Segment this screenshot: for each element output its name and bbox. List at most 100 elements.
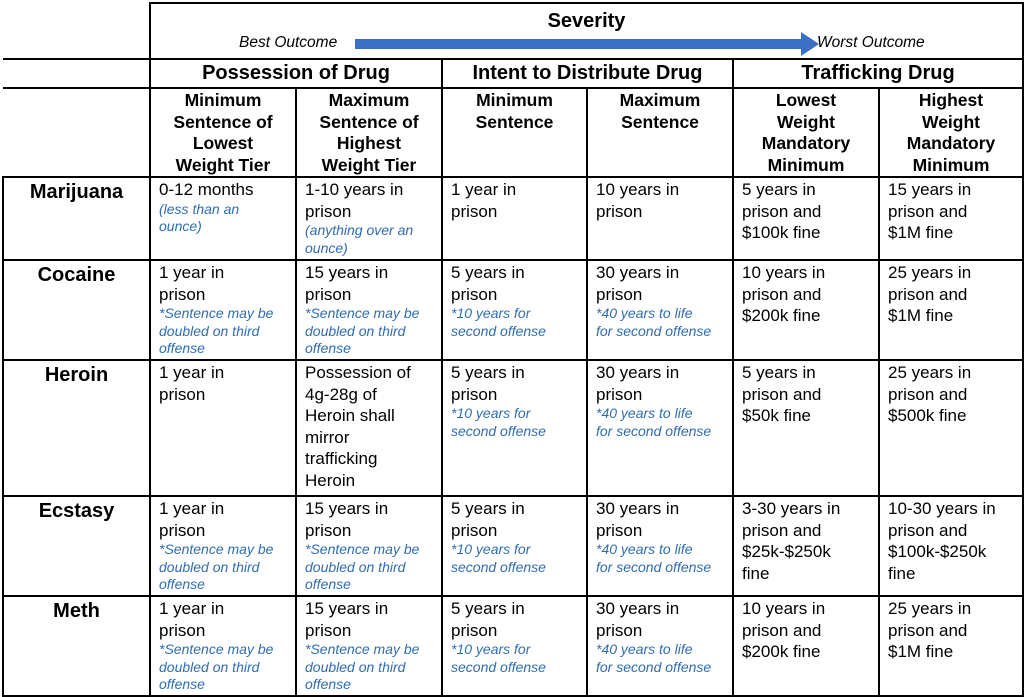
sentence-line: 15 years in	[305, 599, 389, 618]
sentence-line: prison and	[742, 520, 822, 540]
sentence-line: fine	[742, 563, 770, 583]
subheader-line: Minimum	[184, 90, 262, 110]
subheader-line: Weight Tier	[175, 154, 271, 175]
note-line: second offense	[451, 422, 546, 439]
sentence-line: prison	[596, 620, 643, 640]
sentence-line: 1 year in	[159, 599, 225, 618]
sentence-line: 5 years in	[742, 363, 816, 382]
severity-title: Severity	[547, 10, 626, 32]
note-line: *Sentence may be	[159, 305, 274, 321]
sentence-line: prison	[159, 620, 206, 640]
sentence-cell: 1 year in prison *Sentence may be doubled o…	[149, 495, 297, 597]
blank-corner-2	[3, 59, 151, 89]
sentence-note: *10 years for second offense	[451, 305, 582, 340]
sentence-line: $500k fine	[888, 406, 967, 425]
sentence-line: prison	[159, 384, 206, 404]
note-line: second offense	[451, 322, 546, 339]
worst-outcome-label: Worst Outcome	[817, 34, 925, 51]
sentence-note: *10 years for second offense	[451, 541, 582, 576]
severity-header: Severity Best Outcome Worst Outcome	[148, 2, 1024, 60]
sentence-line: 5 years in	[451, 599, 525, 618]
note-line: *10 years for	[451, 305, 531, 321]
sentence-line: $1M fine	[888, 306, 954, 325]
sentence-line: fine	[888, 563, 916, 583]
sentence-line: prison	[451, 620, 498, 640]
sentence-line: 25 years in	[888, 263, 972, 282]
note-line: *Sentence may be	[159, 541, 274, 557]
drug-name: Ecstasy	[2, 495, 151, 597]
category-row: Possession of Drug Intent to Distribute …	[3, 58, 1024, 89]
sentence-line: 15 years in	[305, 499, 389, 518]
note-line: *10 years for	[451, 641, 531, 657]
sentence-line: Heroin shall	[305, 406, 395, 425]
note-line: doubled on third	[305, 658, 406, 675]
sentence-line: 25 years in	[888, 599, 972, 618]
sentence-cell: 25 years in prison and $1M fine	[877, 595, 1024, 697]
subheader-possession-minimum: Minimum Sentence of Lowest Weight Tier	[149, 87, 297, 178]
note-line: *Sentence may be	[305, 641, 420, 657]
sentence-line: prison	[305, 201, 352, 221]
subheader-line: Highest	[918, 90, 984, 110]
sentence-line: prison and	[742, 201, 822, 221]
sentence-line: prison and	[888, 201, 968, 221]
sentence-line: 30 years in	[596, 499, 680, 518]
sentence-line: $100k fine	[742, 223, 821, 242]
sentence-line: prison and	[742, 284, 822, 304]
drug-name: Cocaine	[2, 259, 151, 361]
sentence-note: *40 years to life for second offense	[596, 541, 728, 576]
sentence-cell: 1-10 years in prison (anything over an ounc…	[295, 176, 443, 261]
table-row: Ecstasy 1 year in prison *Sentence may be do…	[2, 495, 1024, 597]
note-line: *10 years for	[451, 541, 531, 557]
sentence-line: $1M fine	[888, 223, 954, 242]
subheader-line: Weight	[922, 111, 981, 132]
category-trafficking: Trafficking Drug	[731, 58, 1024, 89]
note-line: second offense	[451, 658, 546, 675]
sentence-line: prison and	[888, 384, 968, 404]
subheader-possession-maximum: Maximum Sentence of Highest Weight Tier	[295, 87, 443, 178]
note-line: offense	[305, 340, 351, 356]
sentence-line: 0-12 months	[159, 180, 254, 199]
subheader-line: Highest	[336, 133, 402, 153]
sentence-cell: 10 years in prison and $200k fine	[732, 259, 880, 361]
sentence-line: 1 year in	[451, 180, 517, 199]
subheader-line: Sentence	[475, 111, 554, 132]
blank-corner	[3, 3, 151, 60]
sentence-cell: 30 years in prison *40 years to life for se…	[586, 595, 734, 697]
note-line: doubled on third	[159, 658, 260, 675]
subheader-line: Maximum	[619, 90, 701, 110]
sentence-cell: 15 years in prison *Sentence may be doubled…	[295, 495, 443, 597]
sentence-line: prison	[159, 284, 206, 304]
sentence-line: 1-10 years in	[305, 180, 404, 199]
subheader-line: Minimum	[476, 90, 553, 110]
sentence-cell: 30 years in prison *40 years to life for se…	[586, 359, 734, 497]
note-line: *40 years to life	[596, 305, 693, 321]
sentence-cell: 10 years in prison	[586, 176, 734, 261]
sentence-line: 10 years in	[742, 599, 826, 618]
blank-corner-3	[3, 88, 151, 178]
note-line: *10 years for	[451, 405, 531, 421]
sentence-cell: 30 years in prison *40 years to life for se…	[586, 259, 734, 361]
sentence-cell: 25 years in prison and $500k fine	[877, 359, 1024, 497]
subheader-trafficking-highest: Highest Weight Mandatory Minimum	[877, 87, 1024, 178]
sentence-line: $50k fine	[742, 406, 811, 425]
drug-name: Meth	[2, 595, 151, 697]
category-intent-to-distribute: Intent to Distribute Drug	[441, 58, 734, 89]
sentence-line: 5 years in	[742, 180, 816, 199]
subheader-line: Weight Tier	[321, 154, 417, 175]
sentence-line: prison	[305, 620, 352, 640]
sentence-note: *10 years for second offense	[451, 641, 582, 676]
sentence-line: mirror	[305, 427, 350, 447]
subheader-line: Mandatory	[761, 133, 851, 153]
sentence-line: 10 years in	[742, 263, 826, 282]
sentence-line: $200k fine	[742, 306, 821, 325]
sentence-cell: 3-30 years in prison and $25k-$250k fine	[732, 495, 880, 597]
note-line: ounce)	[305, 239, 348, 256]
sentence-line: prison	[305, 520, 352, 540]
sentence-cell: 5 years in prison *10 years for second offe…	[441, 495, 588, 597]
sentence-line: 10 years in	[596, 180, 680, 199]
note-line: for second offense	[596, 322, 712, 339]
sentence-line: prison and	[888, 520, 968, 540]
sentence-cell: 15 years in prison *Sentence may be doubled…	[295, 595, 443, 697]
subheader-line: Lowest	[775, 90, 837, 110]
drug-name: Heroin	[2, 359, 151, 497]
